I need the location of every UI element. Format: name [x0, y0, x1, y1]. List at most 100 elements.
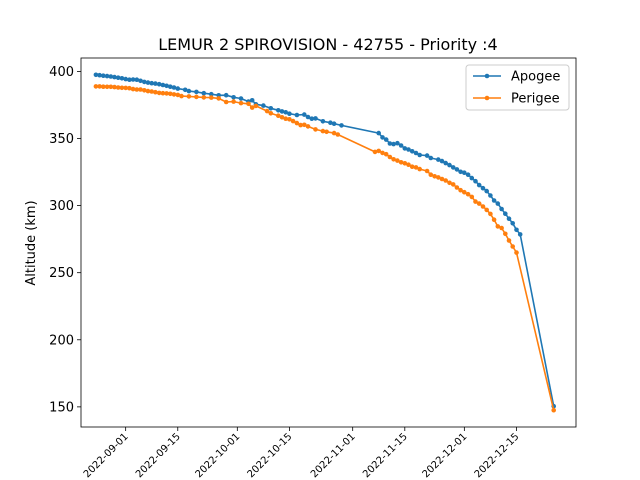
data-point-apogee — [294, 112, 300, 118]
data-point-perigee — [305, 124, 311, 129]
data-point-apogee — [417, 152, 423, 158]
data-point-perigee — [123, 85, 128, 91]
data-point-perigee — [153, 89, 158, 95]
data-point-perigee — [331, 130, 337, 136]
data-point-apogee — [462, 170, 467, 175]
data-point-perigee — [320, 128, 326, 134]
data-point-perigee — [443, 178, 449, 183]
data-point-perigee — [223, 99, 229, 105]
data-point-perigee — [231, 99, 236, 104]
data-point-perigee — [264, 108, 270, 114]
data-point-perigee — [488, 211, 493, 217]
data-point-apogee — [473, 178, 478, 184]
data-point-apogee — [156, 81, 162, 87]
data-point-apogee — [223, 92, 229, 98]
data-point-apogee — [503, 211, 508, 216]
legend: Apogee Perigee — [465, 64, 570, 111]
data-point-apogee — [380, 135, 385, 140]
data-point-apogee — [309, 116, 315, 121]
data-point-perigee — [179, 93, 184, 99]
data-point-perigee — [108, 84, 114, 90]
data-point-apogee — [476, 182, 482, 188]
data-point-apogee — [395, 140, 400, 146]
data-point-apogee — [261, 103, 266, 108]
data-point-apogee — [97, 72, 102, 78]
data-point-apogee — [514, 227, 519, 233]
data-point-perigee — [168, 91, 173, 97]
legend-label-apogee: Apogee — [511, 70, 560, 85]
data-point-apogee — [194, 89, 199, 95]
plot-frame — [80, 57, 577, 428]
data-point-apogee — [305, 114, 311, 120]
data-point-perigee — [476, 201, 482, 206]
data-point-apogee — [450, 165, 456, 170]
data-point-perigee — [313, 127, 318, 132]
data-point-perigee — [97, 84, 102, 89]
data-point-apogee — [153, 81, 158, 86]
data-point-apogee — [142, 79, 147, 85]
y-tick-label: 400 — [49, 65, 74, 80]
data-point-perigee — [428, 172, 434, 177]
data-point-perigee — [283, 116, 289, 121]
data-point-perigee — [290, 118, 296, 124]
data-point-perigee — [194, 94, 199, 100]
data-point-apogee — [383, 137, 389, 142]
data-point-apogee — [171, 85, 177, 90]
data-point-perigee — [387, 154, 393, 160]
data-point-apogee — [130, 77, 136, 82]
data-point-perigee — [145, 88, 151, 94]
data-point-apogee — [443, 160, 449, 166]
data-point-perigee — [115, 85, 121, 90]
data-point-perigee — [246, 101, 251, 107]
data-point-apogee — [186, 88, 192, 94]
data-point-apogee — [339, 123, 344, 128]
data-point-apogee — [376, 130, 382, 136]
data-point-apogee — [465, 172, 471, 177]
data-point-perigee — [149, 89, 154, 94]
data-point-perigee — [450, 182, 456, 187]
data-point-apogee — [409, 149, 415, 154]
data-point-perigee — [298, 122, 303, 128]
data-point-apogee — [93, 72, 99, 78]
data-point-perigee — [249, 105, 255, 110]
data-point-perigee — [514, 250, 519, 255]
y-tick-label: 300 — [49, 199, 74, 214]
data-point-perigee — [156, 90, 162, 96]
legend-label-perigee: Perigee — [511, 92, 560, 107]
data-point-apogee — [175, 86, 181, 91]
data-point-perigee — [201, 95, 207, 100]
data-point-perigee — [171, 92, 177, 97]
data-point-apogee — [320, 119, 326, 124]
data-point-perigee — [424, 168, 430, 174]
data-point-perigee — [458, 187, 463, 193]
data-point-apogee — [101, 73, 106, 78]
y-axis-label: Altitude (km) — [24, 200, 39, 285]
data-point-apogee — [458, 169, 463, 175]
data-point-apogee — [398, 143, 404, 148]
data-point-perigee — [395, 158, 400, 163]
data-point-perigee — [294, 120, 300, 126]
data-point-apogee — [328, 120, 333, 125]
data-point-perigee — [112, 84, 117, 90]
data-point-apogee — [406, 147, 411, 152]
data-point-perigee — [465, 191, 471, 197]
data-point-apogee — [510, 221, 515, 226]
data-point-perigee — [447, 180, 452, 186]
data-point-perigee — [302, 122, 307, 128]
data-point-apogee — [231, 95, 236, 100]
data-point-apogee — [145, 80, 151, 85]
data-point-apogee — [413, 150, 419, 156]
data-point-apogee — [160, 82, 166, 88]
data-point-perigee — [134, 87, 140, 92]
data-point-apogee — [115, 75, 121, 80]
data-point-perigee — [409, 164, 415, 169]
data-point-perigee — [510, 244, 515, 249]
data-point-perigee — [480, 204, 486, 209]
data-point-apogee — [108, 74, 114, 79]
data-point-perigee — [279, 115, 285, 120]
data-point-perigee — [186, 94, 192, 99]
data-point-apogee — [138, 78, 143, 84]
data-point-perigee — [101, 84, 106, 89]
data-point-perigee — [216, 96, 221, 101]
data-point-perigee — [164, 91, 169, 96]
